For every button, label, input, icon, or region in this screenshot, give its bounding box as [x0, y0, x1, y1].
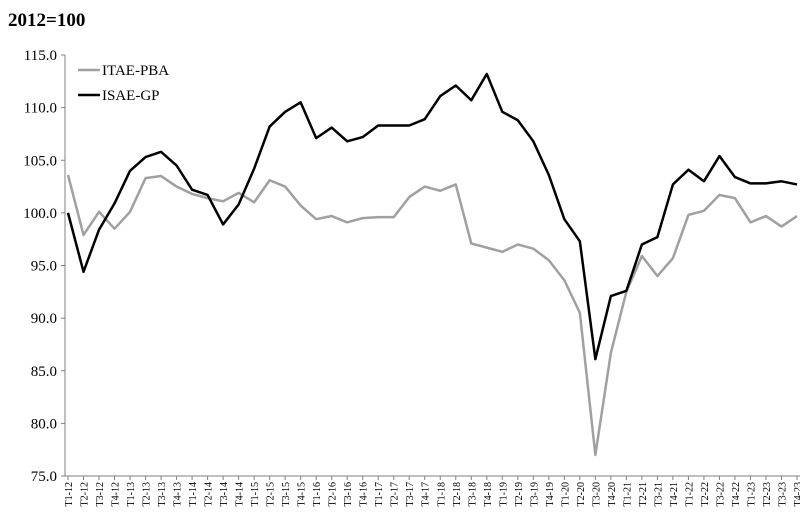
x-tick-label: T2-23	[762, 482, 773, 506]
x-tick-label: T2-12	[80, 482, 91, 506]
x-tick-label: T3-14	[219, 482, 230, 506]
x-tick-label: T2-18	[452, 482, 463, 506]
series-line	[66, 72, 798, 361]
x-tick-label: T4-14	[235, 482, 246, 506]
x-tick-label: T2-16	[328, 482, 339, 506]
x-tick-label: T2-22	[700, 482, 711, 506]
legend-label: ISAE-GP	[102, 88, 160, 104]
legend-label: ITAE-PBA	[102, 63, 169, 79]
y-tick-label: 100.0	[23, 206, 57, 222]
x-tick-label: T2-17	[390, 482, 401, 506]
x-tick-label: T4-19	[545, 482, 556, 506]
x-tick-label: T1-12	[64, 482, 75, 506]
x-tick-label: T3-20	[591, 482, 602, 506]
x-tick-label: T2-14	[204, 482, 215, 506]
chart-title: 2012=100	[8, 10, 85, 31]
y-tick-label: 105.0	[23, 153, 57, 169]
x-tick-label: T3-12	[95, 482, 106, 506]
y-tick-label: 75.0	[31, 469, 57, 485]
x-tick-label: T1-19	[498, 482, 509, 506]
x-tick-label: T4-23	[793, 482, 800, 506]
x-tick-label: T3-23	[777, 482, 788, 506]
x-tick-label: T2-13	[142, 482, 153, 506]
x-tick-label: T3-19	[529, 482, 540, 506]
x-tick-label: T4-16	[359, 482, 370, 506]
y-tick-label: 115.0	[24, 48, 57, 64]
x-tick-label: T4-13	[173, 482, 184, 506]
x-tick-label: T4-12	[111, 482, 122, 506]
x-tick-label: T4-20	[607, 482, 618, 506]
series-line	[66, 174, 798, 457]
x-tick-label: T1-16	[312, 482, 323, 506]
x-tick-label: T4-18	[483, 482, 494, 506]
x-tick-label: T3-16	[343, 482, 354, 506]
x-tick-label: T4-17	[421, 482, 432, 506]
x-tick-label: T1-20	[560, 482, 571, 506]
x-tick-label: T3-18	[467, 482, 478, 506]
x-tick-label: T1-14	[188, 482, 199, 506]
x-tick-label: T4-21	[669, 482, 680, 506]
y-tick-label: 85.0	[31, 364, 57, 380]
x-tick-label: T3-21	[653, 482, 664, 506]
x-tick-label: T2-21	[638, 482, 649, 506]
x-tick-label: T2-20	[576, 482, 587, 506]
y-tick-label: 80.0	[31, 416, 57, 432]
x-tick-label: T3-22	[715, 482, 726, 506]
x-tick-label: T3-13	[157, 482, 168, 506]
x-tick-label: T1-23	[746, 482, 757, 506]
x-tick-label: T3-17	[405, 482, 416, 506]
x-tick-label: T1-15	[250, 482, 261, 506]
x-tick-label: T2-15	[266, 482, 277, 506]
x-tick-label: T3-15	[281, 482, 292, 506]
y-tick-label: 95.0	[31, 259, 57, 275]
x-tick-label: T4-22	[731, 482, 742, 506]
y-tick-label: 110.0	[24, 101, 57, 117]
x-tick-label: T1-13	[126, 482, 137, 506]
x-tick-label: T1-21	[622, 482, 633, 506]
y-tick-label: 90.0	[31, 311, 57, 327]
x-tick-label: T1-22	[684, 482, 695, 506]
x-tick-label: T1-18	[436, 482, 447, 506]
x-tick-label: T1-17	[374, 482, 385, 506]
x-tick-label: T4-15	[297, 482, 308, 506]
x-tick-label: T2-19	[514, 482, 525, 506]
